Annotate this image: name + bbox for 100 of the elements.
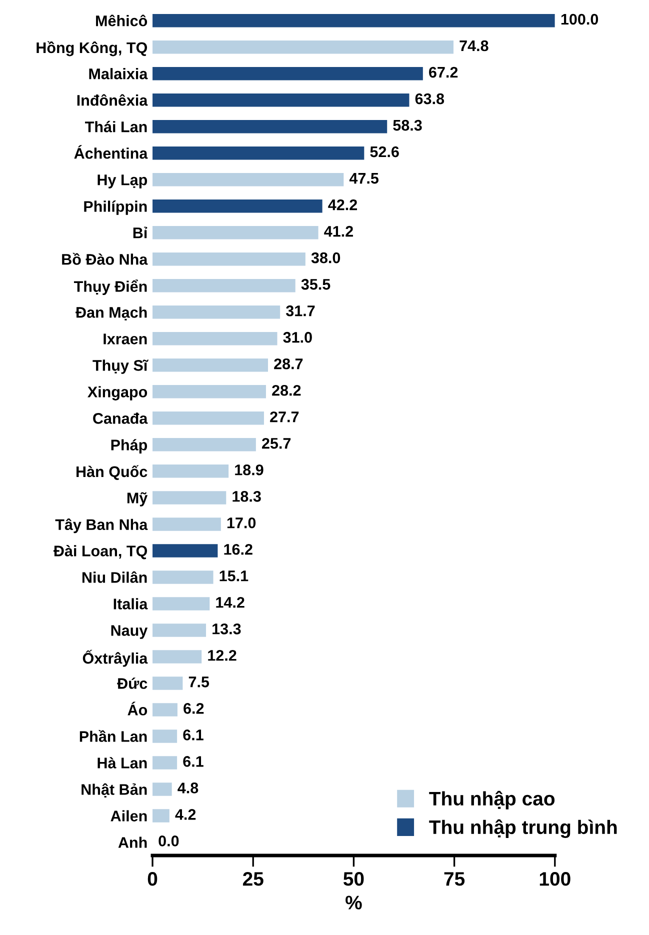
data-label: 6.2 [184,703,204,714]
data-label: 7.5 [188,676,210,688]
data-label: 100.0 [561,14,598,25]
bar [152,412,264,425]
data-label: 18.9 [235,464,264,476]
bar [152,332,278,346]
bar [152,756,178,770]
y-tick-label: Xingapo [88,386,148,400]
bar [152,518,221,531]
data-label: 17.0 [227,517,256,528]
data-label: 58.3 [393,120,422,131]
y-tick-label: Ốxtrâylia [82,650,148,667]
y-tick-label: Mêhicô [96,14,148,26]
y-tick-label: Nhật Bản [82,783,147,798]
bar [152,252,306,266]
bar [152,570,214,584]
y-tick-label: Canađa [93,412,148,424]
y-tick-label: Thụy Điển [74,279,147,295]
data-label: 63.8 [415,93,444,104]
data-label: 12.2 [208,650,236,661]
y-tick-label: Anh [118,836,147,848]
data-label: 67.2 [429,66,458,78]
y-tick-label: Hà Lan [98,757,147,768]
data-label: 4.2 [175,809,196,820]
data-label: 14.2 [216,597,244,608]
bar [152,650,202,664]
bar [152,199,322,213]
bar [152,226,318,240]
bar [152,544,218,558]
data-label: 0.0 [158,836,179,846]
y-tick-label: Hy Lạp [98,174,148,188]
y-tick-label: Hàn Quốc [76,465,148,480]
y-tick-label: Bỉ [133,226,148,238]
x-tick-label: 50 [343,872,364,886]
bar [152,146,364,160]
y-tick-label: Pháp [111,439,148,454]
legend-label: Thu nhập cao [429,790,555,810]
y-tick-label: Hồng Kông, TQ [36,41,148,56]
data-label: 4.8 [178,782,198,794]
bar [152,279,296,292]
bar [152,782,172,796]
data-label: 31.0 [283,332,312,343]
data-label: 28.2 [272,384,301,396]
y-tick-label: Áchentina [74,145,148,159]
y-tick-label: Thụy Sĩ [92,360,148,374]
bar [152,464,229,478]
y-tick-label: Phần Lan [80,730,147,742]
data-label: 18.3 [232,490,261,502]
y-tick-label: Ailen [110,810,147,822]
x-tick-label: 75 [444,872,465,886]
y-tick-label: Áo [128,702,148,716]
y-tick-label: Philíppin [84,200,147,215]
bar [152,40,454,54]
bar [152,809,170,822]
data-label: 42.2 [328,199,357,210]
x-tick-label: 25 [242,872,264,886]
bar [152,306,280,319]
bar [152,730,178,743]
data-label: 38.0 [311,252,340,264]
y-tick-label: Ixraen [104,334,147,344]
bar [152,358,268,372]
bar [152,438,256,452]
y-tick-label: Italia [114,598,148,610]
legend-label: Thu nhập trung bình [429,819,617,838]
y-tick-label: Đan Mạch [76,306,147,320]
data-label: 47.5 [349,173,379,184]
data-label: 31.7 [286,305,315,316]
y-tick-label: Mỹ [127,492,148,506]
bar [152,624,206,637]
data-label: 52.6 [370,146,399,158]
data-label: 74.8 [460,40,488,52]
y-tick-label: Thái Lan [85,120,147,132]
bar [152,676,183,690]
y-tick-label: Tây Ban Nha [55,518,148,534]
bar [152,703,178,716]
data-label: 16.2 [224,544,252,555]
data-label: 15.1 [220,570,248,582]
y-tick-label: Nauy [111,625,148,639]
data-label: 13.3 [212,624,241,634]
bar [152,385,266,398]
data-label: 41.2 [324,226,353,237]
y-tick-label: Inđônêxia [77,94,148,106]
data-label: 35.5 [301,278,330,290]
bar [152,120,388,134]
bar [152,172,344,186]
data-label: 6.1 [183,730,204,740]
bar [152,14,555,28]
y-tick-label: Đức [117,678,148,689]
bar [152,66,423,80]
y-tick-label: Malaixia [89,68,148,80]
x-axis-title: % [346,896,362,910]
y-tick-label: Niu Dilân [82,571,147,583]
data-label: 28.7 [274,358,303,370]
x-tick-label: 0 [148,872,158,886]
bar [152,597,210,610]
y-tick-label: Bồ Đào Nha [62,252,148,265]
bar [152,93,410,107]
x-tick-label: 100 [540,872,570,886]
data-label: 6.1 [183,756,204,767]
data-label: 27.7 [270,411,299,422]
